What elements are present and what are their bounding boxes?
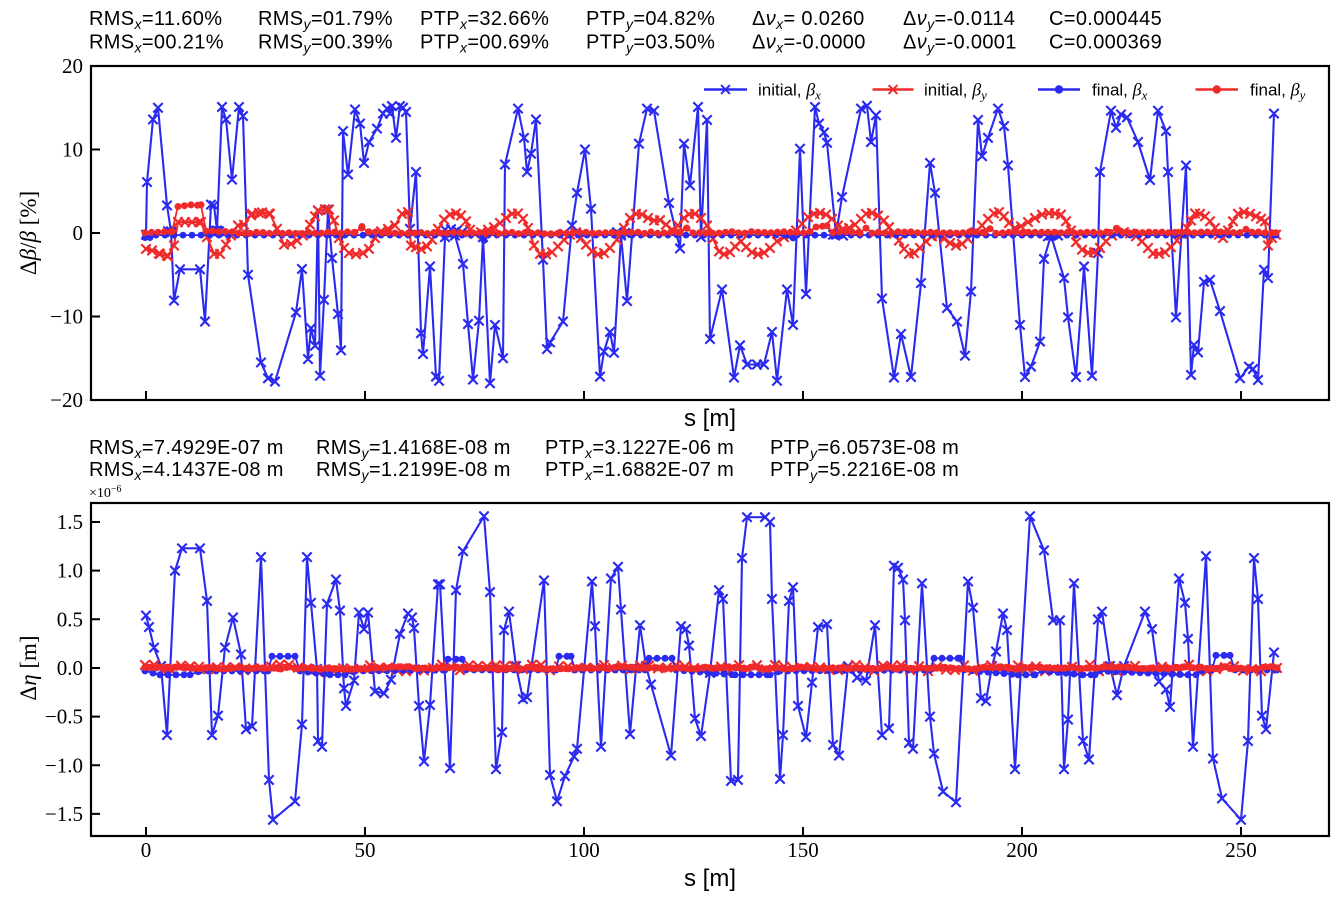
svg-text:Δνy=-0.0001: Δνy=-0.0001 xyxy=(903,32,1017,56)
svg-text:RMSy=1.2199E-08 m: RMSy=1.2199E-08 m xyxy=(316,459,511,483)
svg-text:Δνx= 0.0260: Δνx= 0.0260 xyxy=(752,8,865,32)
svg-text:0: 0 xyxy=(73,221,84,245)
svg-text:Δνy=-0.0114: Δνy=-0.0114 xyxy=(903,8,1015,32)
svg-text:PTPx=32.66%: PTPx=32.66% xyxy=(420,8,549,32)
svg-text:−1.0: −1.0 xyxy=(45,753,83,777)
svg-text:PTPy=04.82%: PTPy=04.82% xyxy=(586,8,715,32)
svg-text:RMSx=00.21%: RMSx=00.21% xyxy=(89,32,224,56)
svg-text:10: 10 xyxy=(62,138,83,162)
svg-text:RMSx=4.1437E-08 m: RMSx=4.1437E-08 m xyxy=(89,459,284,483)
svg-text:s [m]: s [m] xyxy=(684,405,736,432)
svg-text:100: 100 xyxy=(568,838,600,862)
svg-text:initial, βx: initial, βx xyxy=(758,80,821,103)
svg-text:0.5: 0.5 xyxy=(57,607,83,631)
svg-text:PTPy=5.2216E-08 m: PTPy=5.2216E-08 m xyxy=(770,459,959,483)
svg-text:PTPx=00.69%: PTPx=00.69% xyxy=(420,32,549,56)
svg-text:1.5: 1.5 xyxy=(57,510,83,534)
svg-text:C=0.000369: C=0.000369 xyxy=(1049,32,1162,54)
svg-text:0.0: 0.0 xyxy=(57,656,83,680)
svg-text:RMSy=01.79%: RMSy=01.79% xyxy=(258,8,393,32)
svg-text:RMSx=11.60%: RMSx=11.60% xyxy=(89,8,222,32)
svg-text:initial, βy: initial, βy xyxy=(924,80,987,103)
svg-text:RMSx=7.4929E-07 m: RMSx=7.4929E-07 m xyxy=(89,437,284,461)
svg-text:0: 0 xyxy=(141,838,152,862)
svg-text:1.0: 1.0 xyxy=(57,559,83,583)
svg-text:20: 20 xyxy=(62,54,83,78)
svg-text:RMSy=1.4168E-08 m: RMSy=1.4168E-08 m xyxy=(316,437,511,461)
svg-text:250: 250 xyxy=(1225,838,1257,862)
svg-text:−10: −10 xyxy=(50,305,83,329)
svg-text:Δνx=-0.0000: Δνx=-0.0000 xyxy=(752,32,866,56)
svg-text:Δβ/β [%]: Δβ/β [%] xyxy=(16,191,41,275)
svg-text:PTPx=1.6882E-07 m: PTPx=1.6882E-07 m xyxy=(545,459,734,483)
svg-text:final, βx: final, βx xyxy=(1092,80,1148,103)
svg-text:PTPy=03.50%: PTPy=03.50% xyxy=(586,32,715,56)
svg-text:Δη [m]: Δη [m] xyxy=(16,635,41,700)
svg-text:50: 50 xyxy=(355,838,376,862)
svg-text:PTPy=6.0573E-08 m: PTPy=6.0573E-08 m xyxy=(770,437,959,461)
svg-text:200: 200 xyxy=(1006,838,1038,862)
svg-text:−20: −20 xyxy=(50,388,83,412)
svg-text:RMSy=00.39%: RMSy=00.39% xyxy=(258,32,393,56)
svg-text:C=0.000445: C=0.000445 xyxy=(1049,8,1162,30)
svg-text:−1.5: −1.5 xyxy=(45,802,83,826)
svg-text:−0.5: −0.5 xyxy=(45,705,83,729)
svg-text:s [m]: s [m] xyxy=(684,865,736,892)
svg-text:150: 150 xyxy=(787,838,819,862)
svg-text:PTPx=3.1227E-06 m: PTPx=3.1227E-06 m xyxy=(545,437,734,461)
svg-text:final, βy: final, βy xyxy=(1250,80,1306,103)
